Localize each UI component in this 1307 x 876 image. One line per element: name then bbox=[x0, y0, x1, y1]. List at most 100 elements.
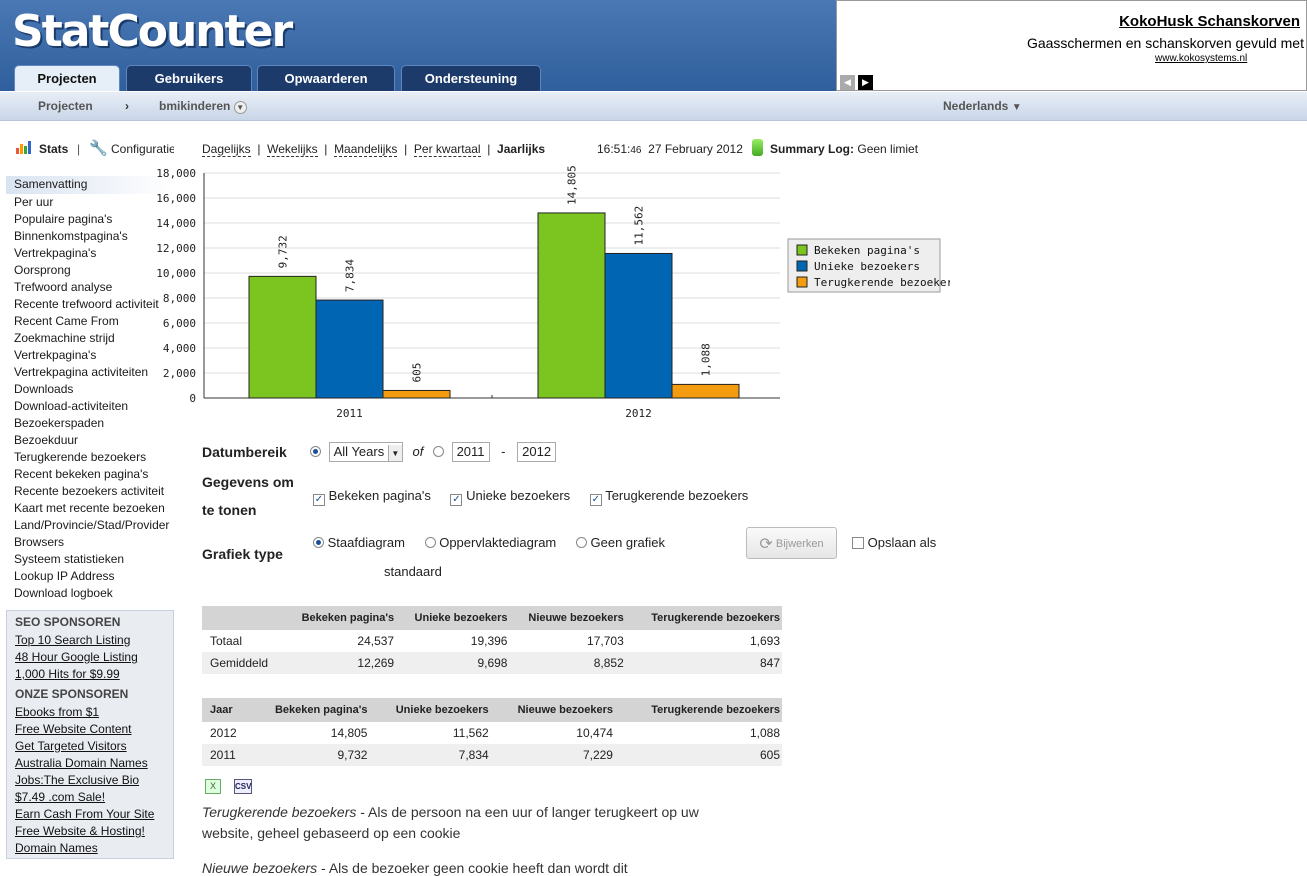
column-header bbox=[202, 606, 284, 630]
configuration-link[interactable]: Configuratie bbox=[111, 142, 174, 156]
sidebar-item[interactable]: Download logboek bbox=[14, 586, 113, 600]
sidebar-item[interactable]: Oorsprong bbox=[14, 263, 71, 277]
sponsor-link[interactable]: Get Targeted Visitors bbox=[15, 739, 127, 753]
sponsor-link[interactable]: Australia Domain Names bbox=[15, 756, 148, 770]
ad-next-icon[interactable]: ▶ bbox=[858, 75, 873, 90]
sponsor-link[interactable]: Earn Cash From Your Site bbox=[15, 807, 155, 821]
excel-export-icon[interactable]: X bbox=[205, 779, 221, 794]
sidebar-item[interactable]: Terugkerende bezoekers bbox=[14, 450, 147, 464]
sidebar-item[interactable]: Download-activiteiten bbox=[14, 399, 129, 413]
bar-chart-radio[interactable] bbox=[313, 537, 324, 548]
legend-swatch bbox=[796, 244, 808, 256]
sidebar-item[interactable]: Bezoekduur bbox=[14, 433, 79, 447]
table-cell: 847 bbox=[625, 652, 782, 674]
returning-visitors-term: Terugkerende bezoekers bbox=[202, 804, 357, 820]
column-header: Nieuwe bezoekers bbox=[490, 698, 615, 722]
project-selector[interactable]: bmikinderen ▼ bbox=[159, 99, 247, 114]
sidebar-item[interactable]: Binnenkomstpagina's bbox=[14, 229, 128, 243]
language-selector[interactable]: Nederlands ▼ bbox=[943, 99, 1022, 113]
pageviews-checkbox[interactable]: ✓ bbox=[313, 494, 325, 506]
summary-log-label: Summary Log: bbox=[770, 142, 855, 156]
returning-visitors-definition: - Als de persoon na een uur of langer te… bbox=[202, 804, 699, 841]
sidebar-item[interactable]: Recente trefwoord activiteit bbox=[14, 297, 159, 311]
bar-value-label: 11,562 bbox=[633, 206, 646, 246]
tab-ondersteuning[interactable]: Ondersteuning bbox=[401, 65, 541, 91]
ad-banner[interactable]: KokoHusk Schanskorven Gaasschermen en sc… bbox=[836, 0, 1307, 91]
sidebar-item[interactable]: Vertrekpagina's bbox=[14, 348, 97, 362]
sponsor-link[interactable]: Ebooks from $1 bbox=[15, 705, 100, 719]
bar-chart-icon bbox=[16, 140, 34, 154]
tab-gebruikers[interactable]: Gebruikers bbox=[126, 65, 252, 91]
table-cell: 1,088 bbox=[749, 726, 780, 740]
sponsor-link[interactable]: Domain Names bbox=[15, 841, 98, 855]
y-tick-label: 6,000 bbox=[163, 317, 196, 330]
pageviews-checkbox-label: Bekeken pagina's bbox=[328, 488, 431, 503]
our-sponsors-title: ONZE SPONSOREN bbox=[15, 687, 129, 701]
sidebar-item[interactable]: Recente bezoekers activiteit bbox=[14, 484, 165, 498]
stats-link[interactable]: Stats bbox=[39, 142, 69, 156]
sidebar-item[interactable]: Vertrekpagina activiteiten bbox=[14, 365, 149, 379]
date-range-controls: All Years ▼ of 2011 - 2012 bbox=[310, 442, 557, 462]
unique-visitors-checkbox[interactable]: ✓ bbox=[450, 494, 463, 506]
tab-projecten[interactable]: Projecten bbox=[14, 65, 120, 91]
sidebar-item[interactable]: Vertrekpagina's bbox=[14, 246, 97, 260]
sidebar-item[interactable]: Per uur bbox=[14, 195, 54, 209]
sponsor-link[interactable]: Free Website & Hosting! bbox=[15, 824, 145, 838]
update-button-label: Bijwerken bbox=[775, 538, 824, 550]
show-data-label-2: te tonen bbox=[202, 502, 257, 518]
returning-visitors-checkbox[interactable]: ✓ bbox=[589, 494, 602, 506]
sponsor-link[interactable]: Jobs:The Exclusive Bio bbox=[15, 773, 140, 787]
update-button[interactable]: ⟳ Bijwerken bbox=[746, 527, 837, 559]
sidebar-item[interactable]: Recent Came From bbox=[14, 314, 119, 328]
chevron-down-icon: ▼ bbox=[387, 445, 402, 461]
ad-prev-icon[interactable]: ◀ bbox=[840, 75, 855, 90]
sidebar-item[interactable]: Recent bekeken pagina's bbox=[14, 467, 149, 481]
table-row: 2012 14,805 11,562 10,474 1,088 bbox=[202, 722, 782, 744]
all-years-select[interactable]: All Years ▼ bbox=[328, 442, 403, 462]
no-chart-radio[interactable] bbox=[575, 537, 587, 548]
year-range-radio[interactable] bbox=[432, 446, 444, 457]
sponsor-link[interactable]: 1,000 Hits for $9.99 bbox=[15, 667, 120, 681]
period-weekly[interactable]: Wekelijks bbox=[267, 142, 318, 157]
sidebar-item[interactable]: Land/Provincie/Stad/Provider bbox=[14, 518, 170, 532]
sidebar-item[interactable]: Samenvatting bbox=[6, 176, 174, 194]
sidebar-item[interactable]: Browsers bbox=[14, 535, 65, 549]
sidebar-item[interactable]: Zoekmachine strijd bbox=[14, 331, 115, 345]
new-visitors-term: Nieuwe bezoekers bbox=[202, 860, 318, 876]
sidebar-item[interactable]: Trefwoord analyse bbox=[14, 280, 113, 294]
date-range-label: Datumbereik bbox=[202, 444, 287, 460]
sidebar-item[interactable]: Populaire pagina's bbox=[14, 212, 113, 226]
sidebar-item[interactable]: Downloads bbox=[14, 382, 74, 396]
description: Terugkerende bezoekers - Als de persoon … bbox=[202, 802, 702, 876]
save-as-checkbox[interactable] bbox=[852, 537, 864, 549]
tab-opwaarderen[interactable]: Opwaarderen bbox=[257, 65, 395, 91]
sidebar-item[interactable]: Kaart met recente bezoeken bbox=[14, 501, 165, 515]
csv-export-icon[interactable]: CSV bbox=[234, 779, 252, 794]
sponsor-link[interactable]: Top 10 Search Listing bbox=[15, 633, 131, 647]
all-years-radio[interactable] bbox=[310, 446, 321, 457]
wrench-icon: 🔧 bbox=[89, 140, 108, 157]
table-cell: 14,805 bbox=[330, 726, 368, 740]
header: StatCounter Projecten Gebruikers Opwaard… bbox=[0, 0, 836, 91]
breadcrumb-projecten[interactable]: Projecten bbox=[38, 99, 93, 113]
ad-url[interactable]: www.kokosystems.nl bbox=[1155, 53, 1248, 64]
sidebar-item[interactable]: Lookup IP Address bbox=[14, 569, 115, 583]
area-chart-radio[interactable] bbox=[424, 537, 436, 548]
column-header: Nieuwe bezoekers bbox=[509, 606, 626, 630]
period-yearly[interactable]: Jaarlijks bbox=[497, 142, 546, 156]
chart-type-label: Grafiek type bbox=[202, 546, 283, 562]
column-header: Terugkerende bezoekers bbox=[625, 606, 782, 630]
sidebar-item[interactable]: Systeem statistieken bbox=[14, 552, 125, 566]
table-cell: 9,732 bbox=[248, 744, 370, 766]
sponsor-link[interactable]: $7.49 .com Sale! bbox=[15, 790, 106, 804]
sponsor-link[interactable]: Free Website Content bbox=[15, 722, 132, 736]
sponsor-link[interactable]: 48 Hour Google Listing bbox=[15, 650, 138, 664]
period-daily[interactable]: Dagelijks bbox=[202, 142, 251, 157]
statcounter-logo[interactable]: StatCounter bbox=[12, 6, 293, 57]
year-from-input[interactable]: 2011 bbox=[451, 442, 490, 462]
period-monthly[interactable]: Maandelijks bbox=[334, 142, 398, 157]
period-quarterly[interactable]: Per kwartaal bbox=[413, 142, 481, 157]
ad-title[interactable]: KokoHusk Schanskorven bbox=[1119, 13, 1300, 30]
year-to-input[interactable]: 2012 bbox=[517, 442, 557, 462]
sidebar-item[interactable]: Bezoekerspaden bbox=[14, 416, 105, 430]
